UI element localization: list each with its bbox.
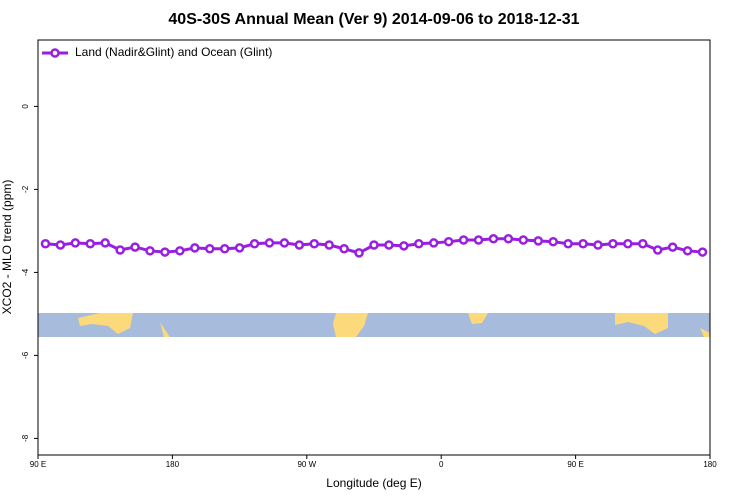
data-point [354, 248, 364, 258]
x-tick-label: 90 E [567, 460, 583, 469]
y-tick-label: 0 [21, 104, 30, 109]
data-point [115, 245, 125, 255]
data-point [70, 238, 81, 248]
y-axis-label: XCO2 - MLO trend (ppm) [0, 180, 14, 315]
data-point [518, 235, 529, 245]
plot-frame [37, 39, 711, 456]
data-point [414, 239, 424, 249]
data-point [578, 239, 588, 249]
data-point [638, 239, 648, 249]
data-point [100, 238, 110, 248]
data-point [473, 235, 484, 245]
x-tick-label: 180 [703, 460, 717, 469]
data-point [458, 235, 469, 245]
chart-title: 40S-30S Annual Mean (Ver 9) 2014-09-06 t… [168, 11, 579, 28]
y-tick-label: -8 [21, 434, 30, 442]
y-tick-label: -2 [21, 185, 30, 193]
data-point [204, 243, 215, 254]
x-tick-label: 90 E [30, 460, 46, 469]
x-tick-label: 90 W [297, 460, 316, 469]
data-point [130, 242, 140, 252]
data-point [40, 239, 51, 249]
data-point [279, 238, 290, 248]
data-point [234, 243, 245, 253]
data-point [190, 243, 200, 253]
data-point [503, 234, 514, 244]
data-point [443, 236, 454, 247]
data-point [309, 239, 320, 249]
data-point [608, 239, 618, 249]
data-point [249, 239, 260, 249]
map-strip [38, 313, 710, 337]
data-point [145, 246, 155, 256]
data-point [175, 246, 185, 256]
data-point [563, 239, 573, 249]
data-point [324, 240, 334, 250]
data-point [55, 240, 66, 250]
data-point [369, 240, 379, 250]
x-tick-label: 0 [439, 460, 444, 469]
data-point [294, 240, 305, 250]
data-point [652, 245, 663, 255]
y-tick-label: -6 [21, 351, 30, 359]
data-point [593, 240, 603, 250]
data-point [697, 247, 708, 257]
legend-label: Land (Nadir&Glint) and Ocean (Glint) [75, 45, 272, 59]
data-point [548, 236, 558, 247]
legend-marker [50, 48, 60, 58]
data-point [428, 238, 439, 248]
data-point [682, 246, 693, 256]
data-point [623, 239, 633, 249]
data-point [488, 234, 499, 244]
data-point [339, 243, 349, 254]
data-point [160, 247, 170, 257]
x-axis-label: Longitude (deg E) [326, 476, 421, 490]
data-point [533, 236, 544, 246]
data-point [264, 238, 275, 248]
data-point [384, 240, 394, 250]
data-point [85, 239, 96, 249]
y-tick-label: -4 [21, 268, 30, 276]
data-point [219, 243, 230, 254]
x-tick-label: 180 [166, 460, 180, 469]
data-point [399, 241, 409, 251]
data-point [667, 242, 678, 252]
